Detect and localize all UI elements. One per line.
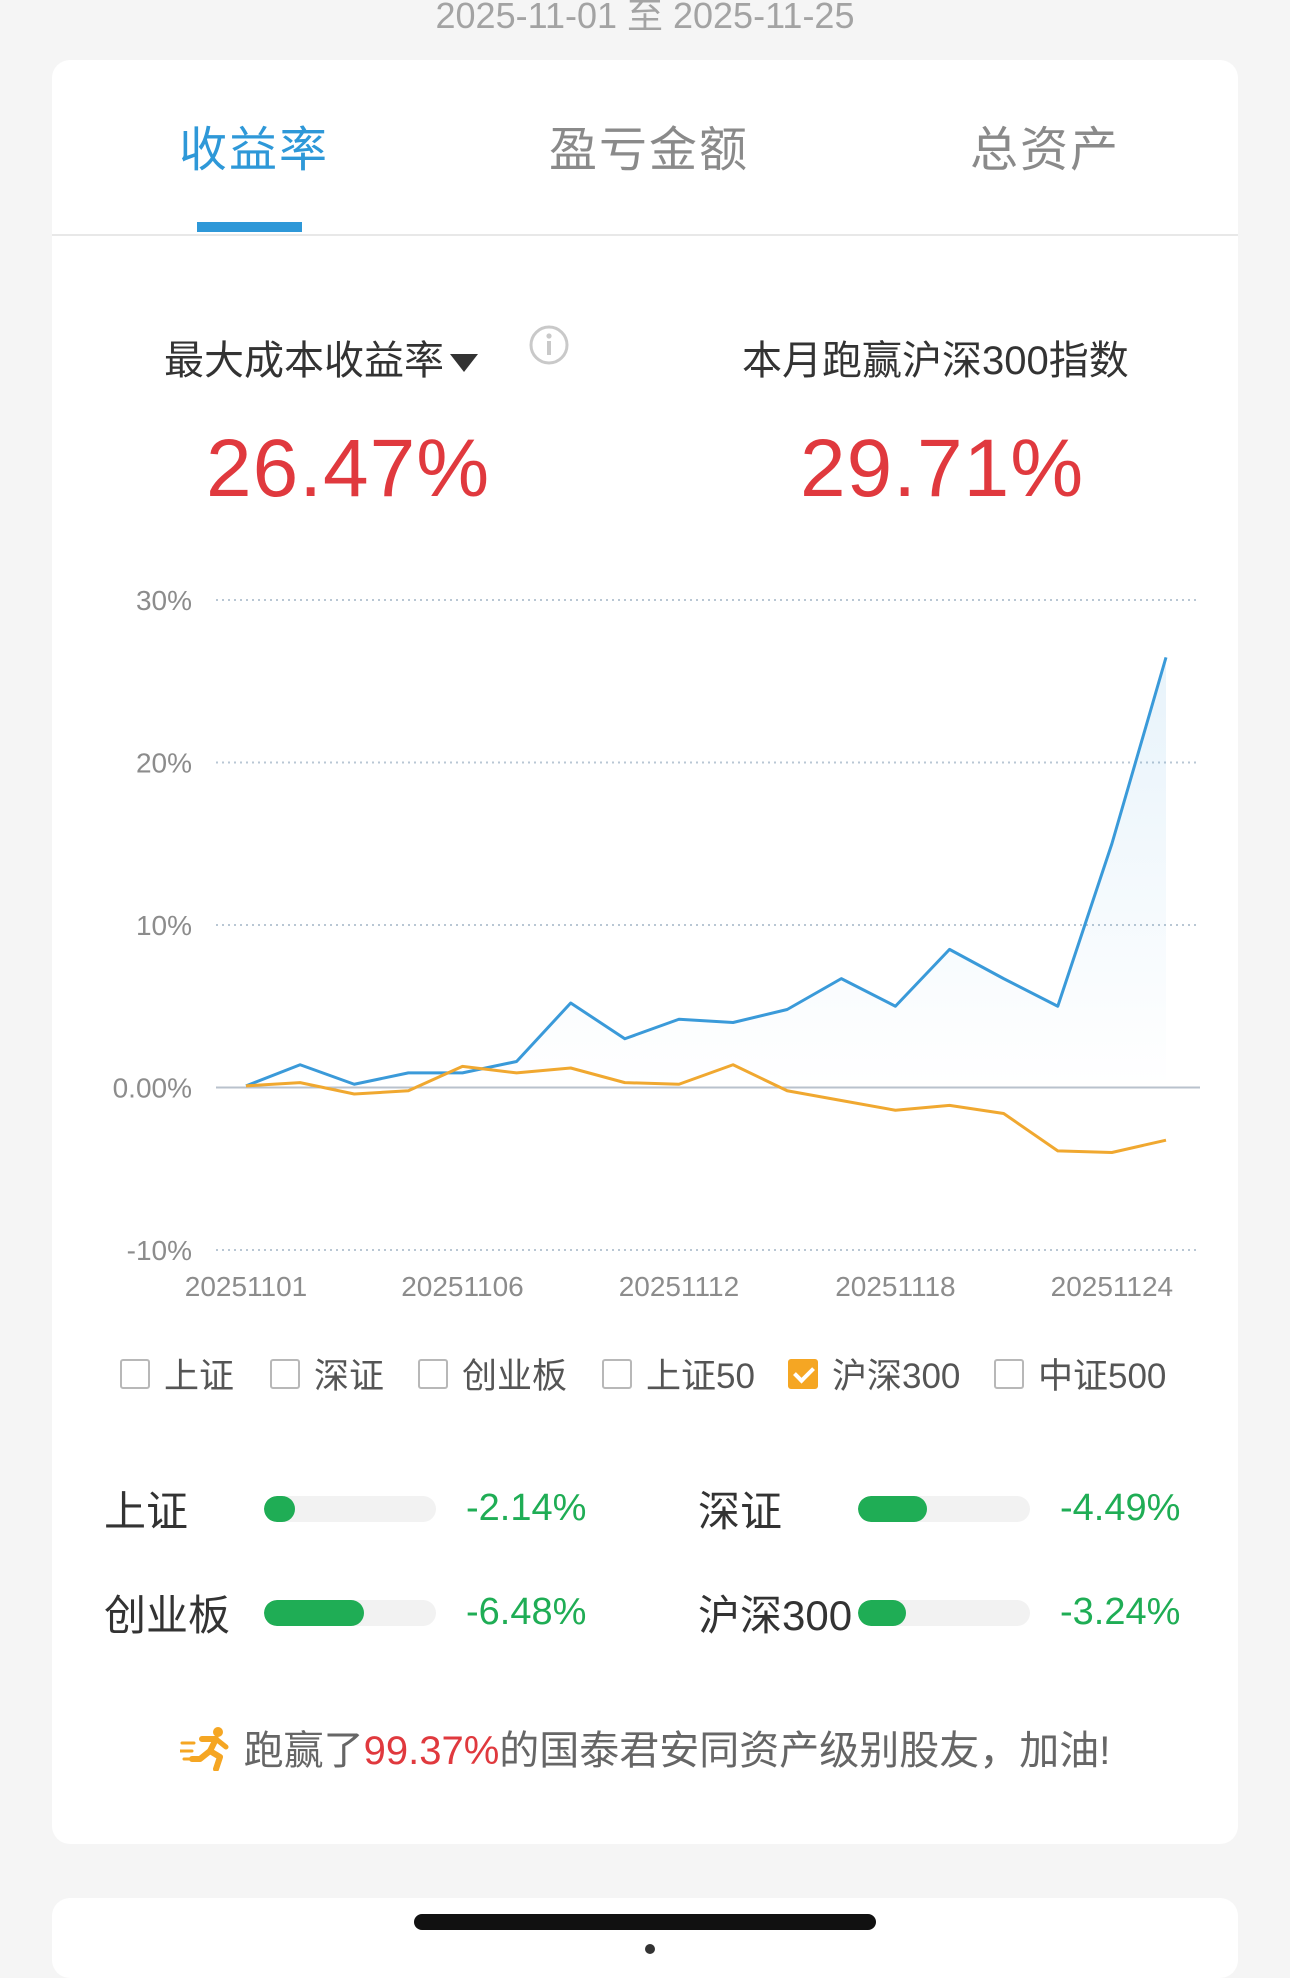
- performance-card: 收益率 盈亏金额 总资产 最大成本收益率 本月跑赢沪深300指数 26.47% …: [52, 60, 1238, 1844]
- checkbox-box: [602, 1358, 632, 1389]
- legend-checkbox-csi300[interactable]: 沪深300: [788, 1348, 960, 1399]
- index-bar: [858, 1495, 1030, 1522]
- index-bar-fill: [858, 1599, 907, 1626]
- tab-yield-rate[interactable]: 收益率: [179, 124, 330, 177]
- index-bar: [264, 1599, 436, 1626]
- x-tick-label: 20251124: [1051, 1271, 1174, 1300]
- x-tick-label: 20251101: [185, 1271, 308, 1300]
- index-value: -2.14%: [466, 1487, 587, 1529]
- index-bar-fill: [858, 1495, 927, 1522]
- y-tick-label: 0.00%: [113, 1073, 192, 1104]
- home-indicator[interactable]: [414, 1914, 876, 1930]
- y-tick-label: 10%: [136, 910, 192, 941]
- index-bar-fill: [264, 1599, 364, 1626]
- legend-label: 上证: [164, 1357, 235, 1396]
- ranking-percent: 99.37%: [363, 1729, 500, 1773]
- index-value: -6.48%: [466, 1591, 587, 1633]
- max-cost-yield-label: 最大成本收益率: [164, 339, 444, 383]
- tab-profit-amount[interactable]: 盈亏金额: [549, 124, 750, 177]
- y-tick-label: 20%: [136, 748, 192, 779]
- legend-label: 深证: [314, 1357, 385, 1396]
- y-tick-label: 30%: [136, 585, 192, 616]
- index-compare-legend: 上证 深证 创业板 上证50 沪深300 中证500: [52, 1348, 1238, 1398]
- ranking-message: 跑赢了99.37%的国泰君安同资产级别股友，加油!: [52, 1718, 1238, 1781]
- legend-checkbox-szse[interactable]: 深证: [270, 1348, 384, 1399]
- yield-line-chart: 30% 20% 10% 0.00% -10% 20251101 20251106 202511…: [113, 585, 1200, 1300]
- index-name: 创业板: [104, 1592, 231, 1639]
- legend-label: 创业板: [462, 1357, 568, 1396]
- index-bar-fill: [264, 1495, 295, 1522]
- index-name: 沪深300: [698, 1592, 853, 1639]
- date-range: 2025-11-01 至 2025-11-25: [435, 0, 855, 36]
- checkbox-box: [120, 1358, 150, 1389]
- caret-down-icon: [450, 354, 478, 373]
- legend-checkbox-sse[interactable]: 上证: [120, 1348, 234, 1399]
- y-tick-label: -10%: [127, 1235, 192, 1266]
- series-line-csi300: [245, 1063, 1167, 1154]
- legend-label: 沪深300: [832, 1357, 961, 1396]
- x-tick-label: 20251106: [401, 1271, 524, 1300]
- index-row-csi300: 沪深300 -3.24%: [698, 1582, 1180, 1643]
- legend-checkbox-chinext[interactable]: 创业板: [418, 1348, 567, 1399]
- runner-icon: [178, 1725, 234, 1781]
- beat-csi300-label: 本月跑赢沪深300指数: [742, 339, 1129, 383]
- series-line-yield: [245, 656, 1168, 1088]
- checkbox-box: [994, 1358, 1024, 1389]
- info-icon[interactable]: [528, 324, 570, 371]
- legend-label: 上证50: [646, 1357, 755, 1396]
- max-cost-yield-dropdown[interactable]: 最大成本收益率: [164, 328, 478, 386]
- x-tick-label: 20251112: [619, 1271, 739, 1300]
- index-name: 深证: [698, 1488, 783, 1535]
- checkbox-checked-icon: [788, 1358, 818, 1389]
- index-bar: [264, 1495, 436, 1522]
- next-card: [52, 1898, 1238, 1978]
- beat-csi300-value: 29.71%: [800, 423, 1085, 514]
- index-name: 上证: [104, 1488, 189, 1535]
- max-cost-yield-value: 26.47%: [206, 423, 491, 514]
- yield-area: [246, 657, 1166, 1088]
- index-row-sse: 上证 -2.14%: [104, 1478, 586, 1539]
- checkbox-box: [418, 1358, 448, 1389]
- ranking-prefix: 跑赢了: [243, 1729, 364, 1773]
- x-tick-label: 20251118: [835, 1271, 955, 1300]
- checkbox-box: [270, 1358, 300, 1389]
- index-bar: [858, 1599, 1030, 1626]
- tab-total-assets[interactable]: 总资产: [970, 124, 1121, 177]
- legend-label: 中证500: [1038, 1357, 1167, 1396]
- legend-checkbox-sse50[interactable]: 上证50: [602, 1348, 755, 1399]
- scroll-dot: [645, 1944, 655, 1954]
- ranking-suffix: 的国泰君安同资产级别股友，加油!: [499, 1729, 1111, 1773]
- index-value: -3.24%: [1060, 1591, 1181, 1633]
- legend-checkbox-csi500[interactable]: 中证500: [994, 1348, 1166, 1399]
- index-value: -4.49%: [1060, 1487, 1181, 1529]
- index-row-chinext: 创业板 -6.48%: [104, 1582, 586, 1643]
- active-tab-indicator: [197, 222, 302, 232]
- index-row-szse: 深证 -4.49%: [698, 1478, 1180, 1539]
- tab-bar: 收益率 盈亏金额 总资产: [52, 60, 1238, 236]
